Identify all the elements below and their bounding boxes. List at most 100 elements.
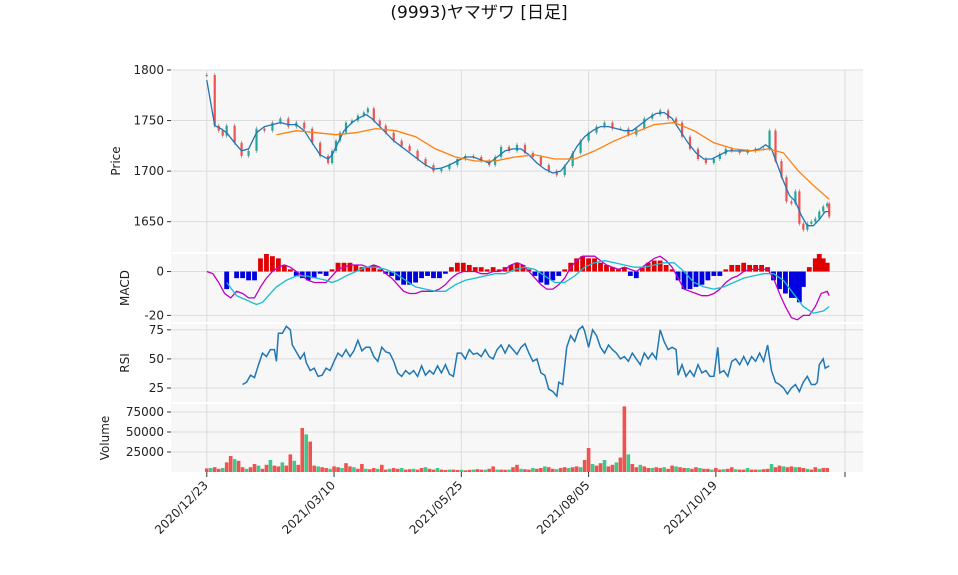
volume-bar — [741, 469, 746, 472]
candle-body — [416, 150, 419, 159]
volume-bar — [411, 468, 416, 472]
candle-body — [674, 118, 678, 123]
candle-body — [790, 201, 793, 204]
volume-bar — [439, 469, 444, 472]
rsi-line — [242, 325, 830, 398]
volume-bar — [372, 468, 376, 472]
volume-bar — [340, 468, 344, 472]
volume-bar — [745, 468, 750, 472]
volume-bar — [753, 469, 758, 472]
volume-bar — [797, 467, 802, 472]
volume-bar — [284, 465, 289, 472]
volume-bar — [781, 466, 786, 472]
candle-body — [680, 122, 684, 137]
volume-bar — [467, 469, 472, 472]
volume-bar — [678, 467, 682, 472]
volume-bar — [475, 469, 480, 472]
candle-body — [814, 218, 817, 222]
macd-histogram-bar — [371, 264, 377, 272]
macd-histogram-bar — [792, 271, 798, 298]
volume-bar — [590, 464, 595, 472]
macd-histogram-bar — [264, 254, 269, 272]
macd-histogram-bar — [281, 264, 287, 272]
macd-histogram-bar — [287, 269, 293, 272]
volume-bar — [769, 464, 774, 472]
candle-body — [688, 136, 692, 149]
macd-histogram-bar — [675, 271, 681, 281]
volume-bar — [523, 469, 527, 472]
volume-bar — [622, 406, 627, 472]
volume-bar — [614, 462, 619, 472]
candle-body — [233, 125, 236, 143]
macd-histogram-bar — [544, 271, 550, 285]
volume-bar — [487, 468, 491, 472]
volume-bar — [789, 466, 794, 472]
macd-histogram-bar — [407, 271, 413, 285]
y-tick-label: 50000 — [126, 425, 164, 439]
macd-histogram-bar — [240, 271, 245, 279]
volume-bar — [244, 468, 249, 472]
volume-bar — [773, 467, 778, 472]
volume-bar — [324, 468, 328, 472]
candle-body — [225, 125, 228, 136]
volume-bar — [662, 467, 666, 472]
volume-bar — [582, 460, 587, 472]
volume-bar — [224, 462, 229, 472]
x-tick-label: 2021/05/25 — [407, 478, 466, 537]
macd-histogram-bar — [705, 271, 711, 281]
volume-bar — [825, 468, 830, 472]
macd-histogram-bar — [389, 271, 395, 276]
volume-bar — [316, 466, 320, 472]
macd-histogram-bar — [258, 258, 263, 272]
macd-histogram-bar — [717, 271, 723, 276]
macd-histogram-bar — [789, 271, 794, 298]
volume-bar — [296, 464, 301, 472]
volume-bar — [761, 469, 766, 472]
macd-histogram-bar — [323, 271, 329, 276]
volume-bar — [415, 469, 420, 472]
macd-histogram-bar — [443, 271, 448, 274]
candle-body — [400, 140, 403, 146]
volume-bar — [256, 465, 261, 472]
macd-histogram-bar — [478, 267, 484, 272]
volume-bar — [232, 459, 237, 472]
candle-body — [378, 120, 381, 126]
y-tick-label: 0 — [156, 265, 164, 279]
macd-histogram-bar — [550, 271, 556, 281]
volume-bar — [543, 466, 547, 472]
macd-histogram-bar — [335, 262, 341, 272]
volume-bar — [729, 467, 734, 472]
macd-histogram-bar — [753, 264, 759, 272]
rsi-panel: 25 50 75 RSI — [118, 323, 863, 402]
macd-histogram-bar — [299, 271, 305, 279]
volume-bar — [785, 467, 790, 472]
y-tick-label: 1750 — [133, 114, 164, 128]
rsi-axis-label: RSI — [118, 353, 132, 373]
macd-histogram-bar — [729, 264, 735, 272]
candle-body — [563, 166, 566, 176]
candle-body — [595, 126, 598, 133]
volume-bar — [419, 468, 424, 472]
macd-histogram-bar — [824, 262, 830, 272]
candle-body — [392, 132, 395, 141]
macd-line-line — [206, 255, 830, 321]
volume-bar — [765, 468, 770, 472]
macd-histogram-bar — [252, 271, 257, 281]
macd-histogram-bar — [383, 271, 389, 274]
candle-body — [611, 122, 614, 129]
volume-bar — [539, 468, 543, 472]
y-tick-label: 25 — [149, 381, 164, 395]
x-tick-label: 2021/03/10 — [279, 478, 338, 537]
volume-bar — [714, 468, 718, 472]
candle-body — [499, 146, 503, 157]
volume-bar — [332, 466, 336, 472]
volume-bar — [574, 466, 579, 472]
short-ma-line — [206, 79, 830, 227]
volume-bar — [344, 463, 348, 472]
macd-histogram-bar — [669, 269, 675, 272]
volume-bar — [626, 454, 631, 472]
macd-histogram-bar — [234, 271, 240, 279]
candle-body — [432, 165, 435, 172]
candle-body — [263, 128, 266, 131]
price-panel: 1650 1700 1750 1800 Price — [109, 63, 863, 252]
